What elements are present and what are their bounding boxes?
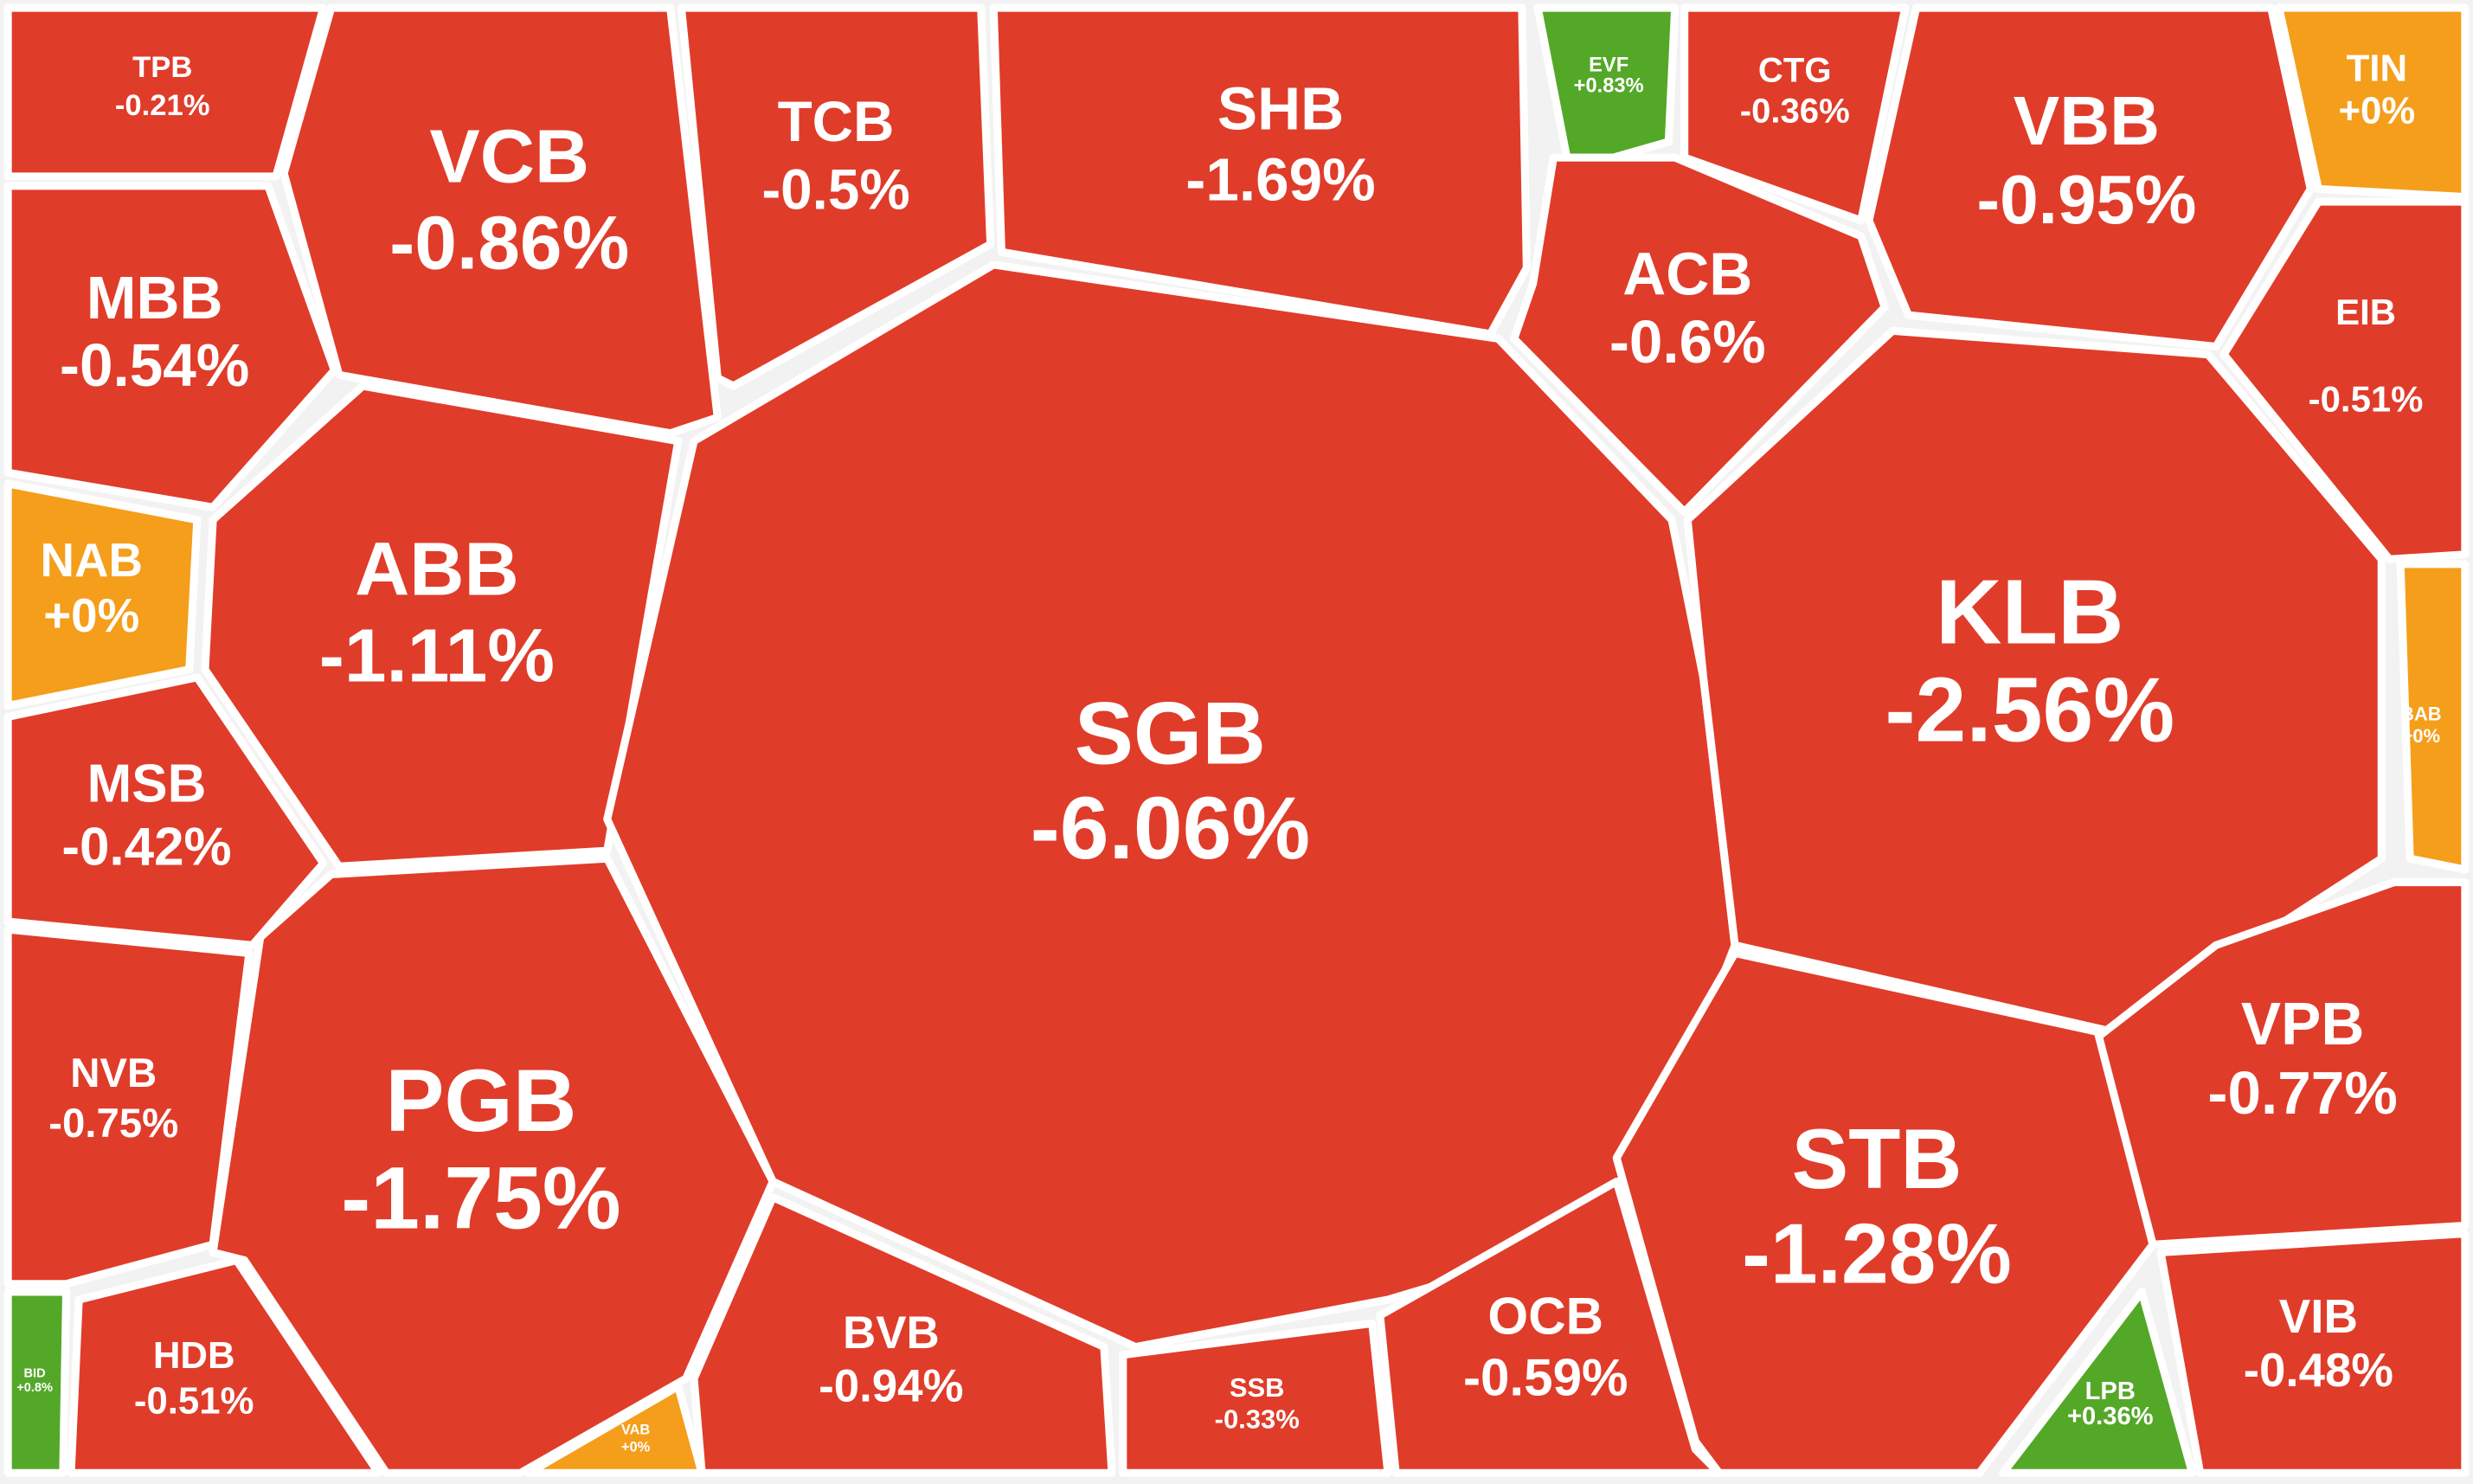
cell [201,382,683,870]
cell-value-label: +0% [2402,725,2440,747]
cell [3,479,202,710]
cell-name: BAB [2400,703,2441,724]
cell [1680,3,1910,225]
cell-name: SSB [1230,1372,1285,1403]
cell-name: SHB [1217,74,1344,142]
cell-value-label: -0.51% [134,1380,254,1423]
cell-value-label: -0.6% [1609,308,1766,376]
cell-name: VBB [2014,81,2160,159]
cell-name: BID [24,1366,46,1380]
cell [3,182,338,511]
cell-name: NVB [70,1050,157,1096]
cell-name: VIB [2279,1290,2358,1343]
cell-value-label: -0.42% [61,818,231,877]
cell-value-label: +0% [43,589,139,642]
cell [1612,948,2157,1477]
cell-value-label: -6.06% [1031,779,1310,877]
cell-name: ABB [355,527,519,612]
cell [524,1382,706,1477]
cell-name: VAB [621,1422,651,1437]
cell-value-label: -1.69% [1185,145,1375,213]
cell-value-label: +0.8% [16,1381,53,1395]
cell [3,1288,71,1477]
cell [2219,197,2470,563]
cell-value-label: -0.59% [1463,1349,1628,1407]
cell-name: OCB [1487,1288,1603,1346]
cell-name: SGB [1075,684,1266,783]
cell [1683,326,2386,1037]
cell [2275,3,2470,202]
cell-name: NAB [41,534,143,587]
cell [1376,1177,1724,1477]
cell-name: BVB [843,1307,940,1359]
cell-name: KLB [1936,561,2123,663]
cell [1533,3,1680,175]
cell-name: LPB [2085,1378,2136,1405]
cell-value-label: +0.36% [2067,1403,2154,1430]
cell-value-label: +0% [2338,90,2415,132]
cell [3,673,328,949]
cell-value-label: -1.28% [1742,1205,2012,1301]
cell-name: EIB [2335,292,2396,332]
cell [67,1256,383,1477]
cell-name: MBB [87,264,223,331]
cell-name: TPB [132,51,192,84]
cell-value-label: -0.51% [2309,378,2424,419]
cell-name: MSB [87,755,207,814]
cell [3,3,328,181]
cell-value-label: -0.21% [115,89,210,122]
cell-name: VPB [2241,990,2364,1057]
cell [2396,560,2470,874]
cell-value-label: -1.75% [341,1149,620,1248]
cell-value-label: -0.95% [1976,160,2196,238]
cell [690,1193,1116,1477]
cell-value-label: -0.48% [2244,1344,2393,1397]
cell-name: TIN [2347,47,2407,89]
cell-value-label: -2.56% [1885,658,2174,761]
cell-value-label: -0.86% [389,201,629,286]
cell [1119,1319,1392,1477]
cell-name: STB [1792,1111,1962,1206]
cell-name: ACB [1622,241,1752,308]
cell-name: PGB [385,1051,576,1150]
cell-value-label: -0.94% [819,1361,963,1412]
cell [1510,153,1889,517]
cell [279,3,722,438]
cell [1999,1288,2197,1477]
cell-value-label: -0.77% [2207,1059,2397,1127]
cell-name: CTG [1758,51,1832,89]
cell-value-label: -1.11% [319,614,555,698]
cell [3,925,254,1288]
cell-value-label: -0.5% [761,157,909,221]
cell [1865,3,2315,351]
cell-name: EVF [1589,55,1628,77]
cell [989,3,1531,338]
cell-value-label: -0.33% [1215,1404,1300,1434]
cell [2156,1229,2470,1477]
cell-name: HDB [153,1334,235,1377]
cell-value-label: -0.75% [48,1101,178,1147]
cell-value-label: -0.36% [1740,93,1850,131]
cell-name: VCB [429,114,589,199]
cell [677,3,995,390]
cell-value-label: +0% [621,1439,651,1455]
cell-name: TCB [778,90,895,153]
cell-value-label: +0.83% [1574,74,1644,97]
cell-value-label: -0.54% [60,331,249,399]
